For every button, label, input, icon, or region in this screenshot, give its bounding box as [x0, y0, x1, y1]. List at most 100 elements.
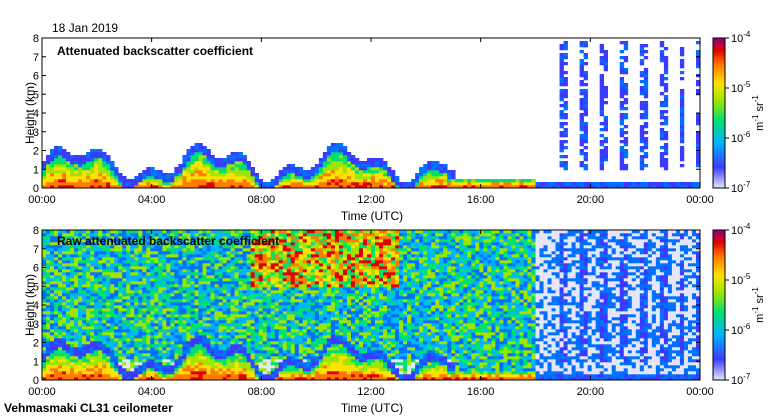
- heatmap-cell: [190, 350, 195, 354]
- heatmap-cell: [186, 230, 191, 234]
- heatmap-cell: [142, 305, 147, 309]
- heatmap-cell: [170, 332, 175, 336]
- heatmap-cell: [563, 56, 568, 60]
- heatmap-cell: [306, 317, 312, 321]
- heatmap-cell: [182, 347, 187, 351]
- heatmap-cell: [106, 281, 111, 285]
- heatmap-cell: [214, 290, 219, 294]
- heatmap-cell: [46, 362, 51, 366]
- heatmap-cell: [415, 182, 420, 186]
- x-tick-label: 00:00: [686, 194, 714, 206]
- heatmap-cell: [118, 293, 123, 297]
- heatmap-cell: [82, 179, 87, 183]
- heatmap-cell: [314, 239, 320, 243]
- heatmap-cell: [583, 113, 588, 117]
- heatmap-cell: [158, 314, 163, 318]
- heatmap-cell: [298, 185, 304, 189]
- heatmap-cell: [298, 314, 304, 318]
- heatmap-cell: [206, 176, 211, 180]
- heatmap-cell: [66, 248, 71, 252]
- heatmap-cell: [170, 350, 175, 354]
- heatmap-cell: [467, 182, 472, 186]
- heatmap-cell: [42, 365, 47, 369]
- heatmap-cell: [266, 287, 271, 291]
- heatmap-cell: [603, 137, 609, 141]
- heatmap-cell: [679, 134, 685, 138]
- heatmap-cell: [266, 323, 271, 327]
- heatmap-cell: [286, 341, 292, 345]
- heatmap-cell: [74, 332, 79, 336]
- heatmap-cell: [102, 167, 107, 171]
- heatmap-cell: [242, 356, 247, 360]
- heatmap-cell: [62, 230, 67, 234]
- heatmap-cell: [302, 302, 308, 306]
- heatmap-cell: [66, 356, 71, 360]
- heatmap-cell: [675, 185, 681, 189]
- heatmap-cell: [238, 152, 243, 156]
- heatmap-cell: [218, 245, 223, 249]
- heatmap-cell: [274, 314, 280, 318]
- heatmap-cell: [619, 164, 625, 168]
- heatmap-cell: [222, 236, 227, 240]
- heatmap-cell: [643, 50, 649, 54]
- heatmap-cell: [182, 302, 187, 306]
- heatmap-cell: [342, 182, 348, 186]
- heatmap-cell: [142, 230, 147, 234]
- heatmap-cell: [282, 341, 288, 345]
- heatmap-cell: [294, 344, 300, 348]
- heatmap-cell: [238, 305, 243, 309]
- heatmap-cell: [515, 182, 520, 186]
- heatmap-cell: [290, 374, 296, 378]
- heatmap-cell: [242, 335, 247, 339]
- heatmap-cell: [54, 377, 59, 381]
- heatmap-cell: [58, 266, 63, 270]
- heatmap-cell: [242, 284, 247, 288]
- heatmap-cell: [106, 347, 111, 351]
- heatmap-cell: [314, 365, 320, 369]
- heatmap-cell: [579, 164, 584, 168]
- heatmap-cell: [659, 56, 665, 60]
- heatmap-cell: [415, 185, 420, 189]
- heatmap-cell: [214, 185, 219, 189]
- heatmap-cell: [126, 362, 131, 366]
- heatmap-cell: [294, 275, 300, 279]
- heatmap-cell: [90, 185, 95, 189]
- heatmap-cell: [126, 284, 131, 288]
- heatmap-cell: [142, 275, 147, 279]
- heatmap-cell: [194, 257, 199, 261]
- heatmap-cell: [214, 254, 219, 258]
- heatmap-cell: [102, 299, 107, 303]
- heatmap-cell: [695, 41, 701, 45]
- heatmap-cell: [198, 182, 203, 186]
- heatmap-cell: [54, 236, 59, 240]
- heatmap-cell: [206, 272, 211, 276]
- heatmap-cell: [270, 182, 276, 186]
- heatmap-cell: [599, 59, 605, 63]
- heatmap-cell: [134, 260, 139, 264]
- heatmap-cell: [286, 359, 292, 363]
- heatmap-cell: [218, 284, 223, 288]
- heatmap-cell: [503, 179, 508, 183]
- heatmap-cell: [58, 317, 63, 321]
- heatmap-cell: [154, 260, 159, 264]
- heatmap-cell: [134, 185, 139, 189]
- heatmap-cell: [246, 260, 251, 264]
- heatmap-cell: [238, 164, 243, 168]
- heatmap-cell: [306, 326, 312, 330]
- heatmap-cell: [262, 359, 267, 363]
- heatmap-cell: [238, 290, 243, 294]
- heatmap-cell: [679, 77, 685, 81]
- heatmap-cell: [42, 176, 47, 180]
- heatmap-cell: [294, 269, 300, 273]
- heatmap-cell: [619, 107, 625, 111]
- heatmap-cell: [563, 41, 568, 45]
- heatmap-cell: [266, 317, 271, 321]
- heatmap-cell: [350, 164, 356, 168]
- heatmap-cell: [250, 302, 255, 306]
- heatmap-cell: [643, 131, 649, 135]
- heatmap-cell: [98, 284, 103, 288]
- heatmap-cell: [62, 362, 67, 366]
- heatmap-cell: [42, 284, 47, 288]
- heatmap-cell: [86, 152, 91, 156]
- heatmap-cell: [250, 167, 255, 171]
